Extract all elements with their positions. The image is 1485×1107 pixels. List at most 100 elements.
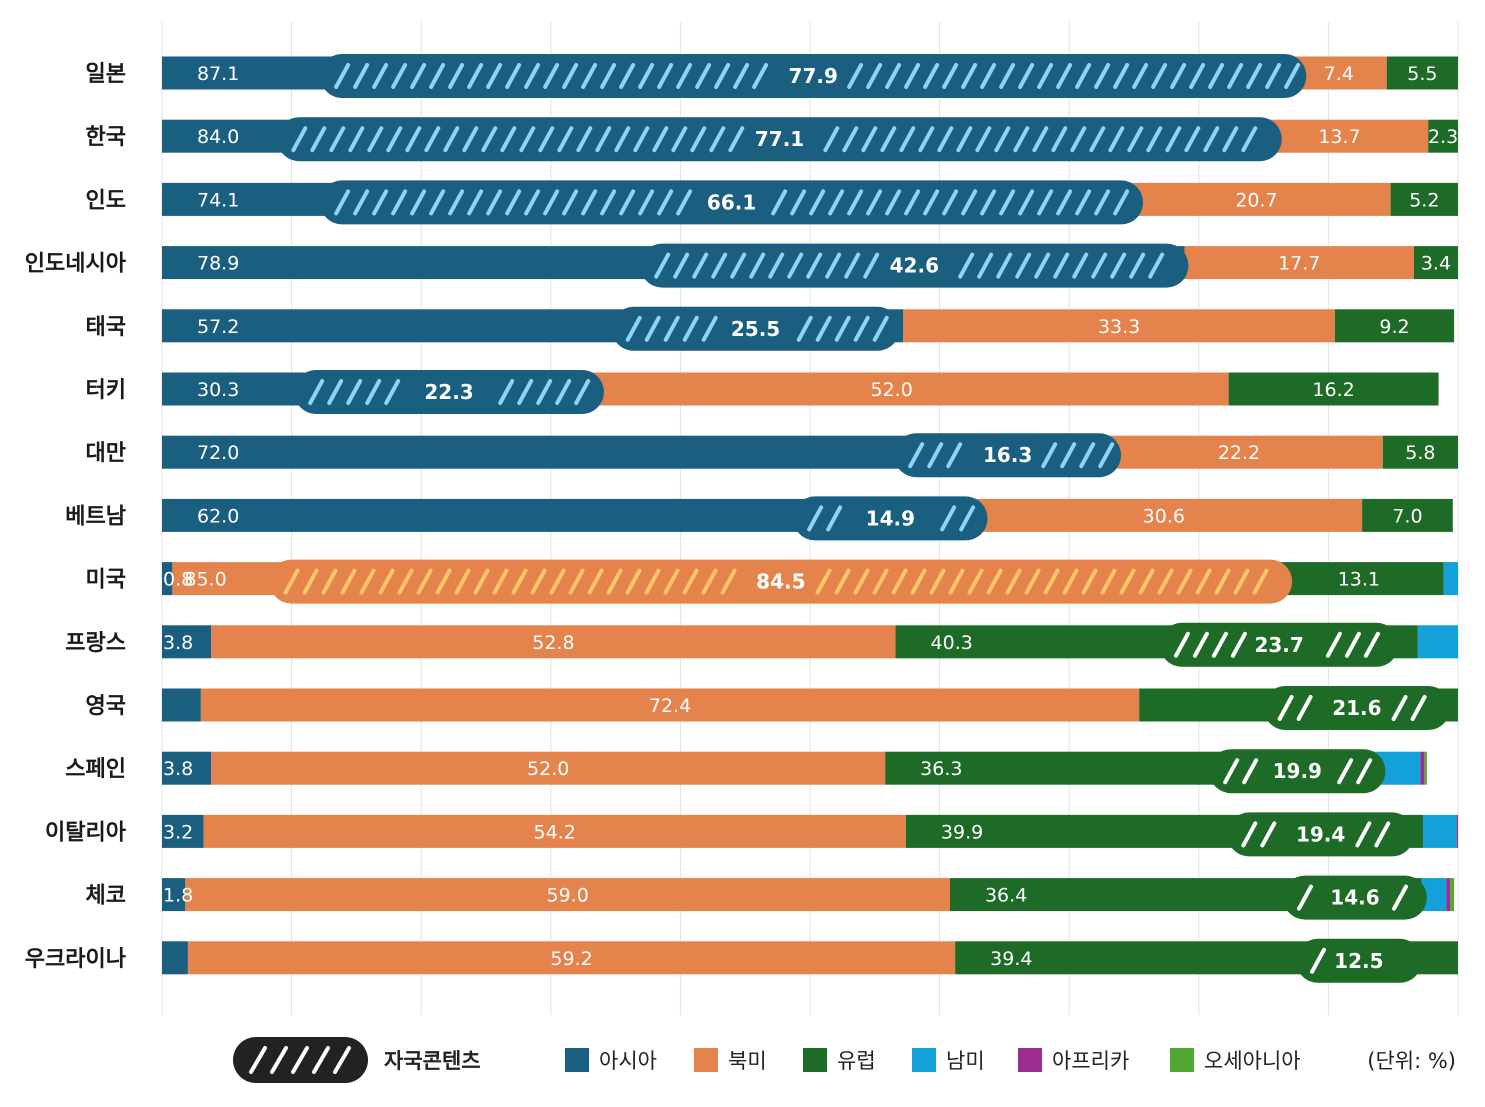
value-label: 87.1 bbox=[197, 63, 239, 85]
hatch-stripe bbox=[815, 315, 832, 342]
bar-segment bbox=[162, 878, 186, 912]
bar-segment bbox=[203, 814, 906, 848]
hatch-stripe bbox=[1113, 189, 1130, 216]
hatch-stripe bbox=[270, 1046, 288, 1074]
hatch-stripe bbox=[690, 126, 707, 153]
bar-row: 스페인 3.8 52.0 36.3 19.9 bbox=[65, 749, 1427, 794]
legend-swatch bbox=[912, 1048, 936, 1072]
hatch-stripe bbox=[1018, 63, 1035, 89]
hatch-stripe bbox=[538, 126, 555, 153]
hatch-stripe bbox=[1265, 63, 1282, 89]
value-label: 2.3 bbox=[1428, 126, 1458, 148]
hatch-stripe bbox=[825, 252, 842, 279]
domestic-content-pill: 25.5 bbox=[611, 306, 900, 351]
hatch-stripe bbox=[291, 126, 308, 153]
hatch-stripe bbox=[975, 126, 992, 153]
hatch-stripe bbox=[1356, 758, 1373, 785]
category-label: 일본 bbox=[86, 62, 126, 87]
hatch-stripe bbox=[1032, 126, 1049, 153]
bar-segment bbox=[554, 372, 1229, 406]
legend-item: 남미 bbox=[912, 1048, 985, 1073]
hatch-stripe bbox=[796, 315, 813, 342]
hatch-stripe bbox=[1296, 695, 1313, 721]
hatch-stripe bbox=[942, 63, 959, 89]
domestic-content-pill: 14.6 bbox=[1283, 875, 1427, 920]
bar-row: 체코 1.8 59.0 36.4 14.6 bbox=[86, 875, 1455, 920]
category-label: 체코 bbox=[86, 884, 126, 909]
hatch-stripe bbox=[467, 189, 484, 216]
legend-item: 아프리카 bbox=[1018, 1048, 1129, 1073]
hatch-stripe bbox=[367, 126, 384, 153]
hatch-stripe bbox=[809, 189, 826, 216]
hatch-stripe bbox=[1325, 631, 1342, 658]
hatch-stripe bbox=[562, 189, 579, 216]
hatch-stripe bbox=[574, 379, 591, 405]
bar-segment bbox=[1228, 372, 1439, 406]
hatch-stripe bbox=[443, 126, 460, 153]
hatch-stripe bbox=[600, 63, 617, 89]
hatch-stripe bbox=[1138, 568, 1155, 595]
hatch-stripe bbox=[1355, 821, 1372, 848]
bar-segment bbox=[1474, 689, 1477, 722]
hatch-stripe bbox=[340, 568, 357, 595]
domestic-value-label: 77.9 bbox=[789, 64, 838, 88]
hatch-stripe bbox=[1094, 189, 1111, 216]
hatch-stripe bbox=[899, 126, 916, 153]
hatch-stripe bbox=[958, 252, 975, 279]
hatch-stripe bbox=[861, 126, 878, 153]
hatch-stripe bbox=[946, 442, 963, 469]
bar-row: 한국 84.0 13.7 2.3 77.1 bbox=[86, 117, 1458, 162]
bar-segment bbox=[1122, 182, 1391, 216]
hatch-stripe bbox=[492, 568, 509, 595]
hatch-stripe bbox=[327, 379, 344, 405]
bar-segment bbox=[1428, 119, 1458, 153]
legend-item: 북미 bbox=[694, 1048, 767, 1073]
domestic-value-label: 16.3 bbox=[983, 443, 1032, 467]
value-label: 9.2 bbox=[1379, 316, 1409, 338]
hatch-stripe bbox=[524, 63, 541, 89]
bar-segment bbox=[903, 309, 1335, 343]
hatch-stripe bbox=[619, 63, 636, 89]
bar-segment bbox=[1382, 435, 1458, 469]
hatch-stripe bbox=[1056, 189, 1073, 216]
category-label: 영국 bbox=[86, 694, 126, 719]
hatch-stripe bbox=[321, 568, 338, 595]
hatch-stripe bbox=[967, 568, 984, 595]
bar-segment bbox=[1423, 814, 1457, 848]
bar-row: 일본 87.1 7.4 5.5 77.9 bbox=[86, 54, 1458, 98]
legend-swatch bbox=[1170, 1048, 1194, 1072]
domestic-content-pill: 12.5 bbox=[1296, 938, 1422, 983]
hatch-stripe bbox=[638, 63, 655, 89]
hatch-stripe bbox=[1184, 126, 1201, 153]
bar-segment bbox=[1462, 625, 1470, 658]
value-label: 3.2 bbox=[163, 821, 193, 843]
bar-segment bbox=[1386, 56, 1458, 90]
legend-label: 아프리카 bbox=[1052, 1049, 1129, 1073]
hatch-stripe bbox=[435, 568, 452, 595]
hatch-stripe bbox=[692, 252, 709, 279]
hatch-stripe bbox=[956, 126, 973, 153]
hatch-stripe bbox=[999, 189, 1016, 216]
hatch-stripe bbox=[834, 568, 851, 595]
hatch-stripe bbox=[587, 568, 604, 595]
domestic-content-pill: 22.3 bbox=[294, 370, 604, 414]
value-label: 3.4 bbox=[1421, 253, 1451, 275]
hatch-stripe bbox=[908, 442, 925, 469]
hatch-stripe bbox=[1363, 631, 1380, 658]
value-label: 30.3 bbox=[197, 379, 239, 401]
hatch-stripe bbox=[768, 252, 785, 279]
domestic-bar bbox=[294, 370, 604, 414]
hatch-stripe bbox=[885, 189, 902, 216]
domestic-content-pill: 23.7 bbox=[1159, 622, 1399, 667]
hatch-stripe bbox=[1227, 63, 1244, 89]
hatch-stripe bbox=[644, 315, 661, 342]
hatch-stripe bbox=[517, 379, 534, 405]
hatch-stripe bbox=[1037, 63, 1054, 89]
legend-label: 유럽 bbox=[837, 1049, 876, 1073]
domestic-value-label: 19.9 bbox=[1273, 759, 1322, 783]
hatch-stripe bbox=[866, 189, 883, 216]
hatch-stripe bbox=[927, 442, 944, 469]
hatch-stripe bbox=[657, 189, 674, 216]
hatch-stripe bbox=[815, 568, 832, 595]
bar-row: 터키 30.3 52.0 16.2 22.3 bbox=[86, 370, 1439, 414]
